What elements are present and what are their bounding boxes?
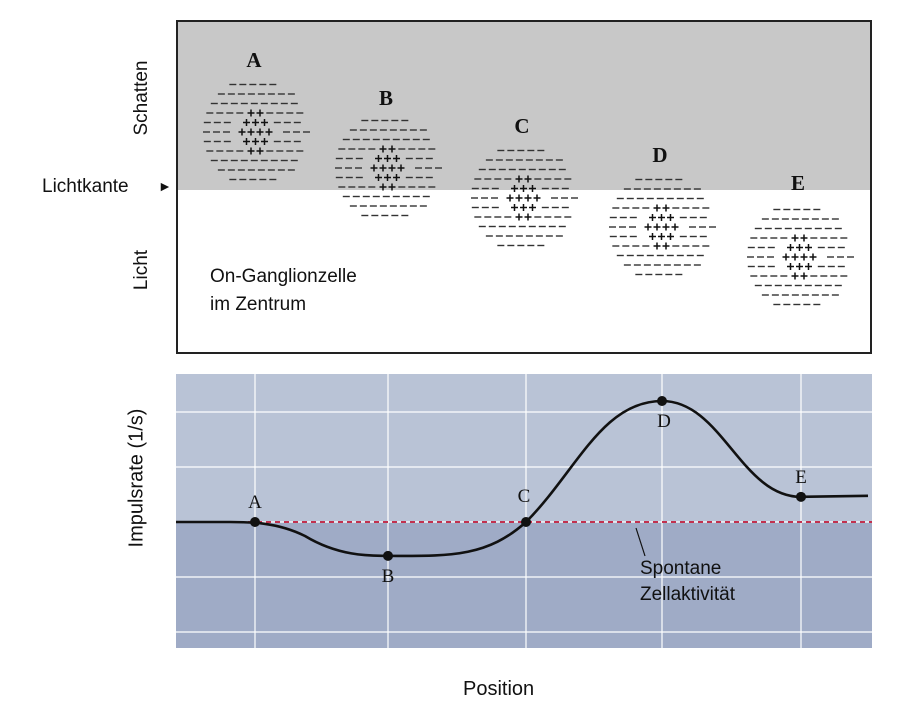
receptive-field-b [335,119,442,217]
data-point-label-a: A [248,492,262,513]
cell-caption-line1: On-Ganglionzelle [210,266,357,287]
chart-upper-band [176,374,872,522]
impulse-rate-curve [176,399,869,558]
receptive-field-letter-d: D [652,143,668,167]
data-point-label-b: B [382,566,395,587]
chart-lower-band [176,522,872,648]
receptive-field-letter-b: B [378,86,394,110]
receptive-field-e [747,208,854,306]
baseline-label-line2: Zellaktivität [640,584,736,605]
data-point-label-d: D [657,411,671,432]
baseline-label-line1: Spontane [640,558,722,579]
receptive-fields-svg [203,83,854,306]
data-point-c [521,517,531,527]
data-point-label-c: C [518,486,531,507]
shadow-region [178,22,870,190]
receptive-field-letter-e: E [790,171,806,195]
cell-caption-line2: im Zentrum [210,294,307,315]
baseline-label-pointer [635,527,646,557]
data-point-e [796,491,806,502]
receptive-field-c [471,149,578,247]
receptive-field-d [609,178,716,276]
x-axis-label: Position [463,678,535,700]
y-axis-label: Impulsrate (1/s) [125,408,148,548]
receptive-field-letter-a: A [246,48,262,72]
light-edge-label: Lichtkante [42,176,129,197]
data-point-a [250,517,260,527]
receptive-field-panel: On-Ganglionzelle im Zentrum [176,20,872,354]
light-edge-marker: ► [158,178,172,194]
data-point-d [657,396,667,406]
receptive-field-a [203,83,310,181]
data-point-b [383,550,393,561]
receptive-field-letter-c: C [514,114,530,138]
data-point-label-e: E [795,467,807,488]
